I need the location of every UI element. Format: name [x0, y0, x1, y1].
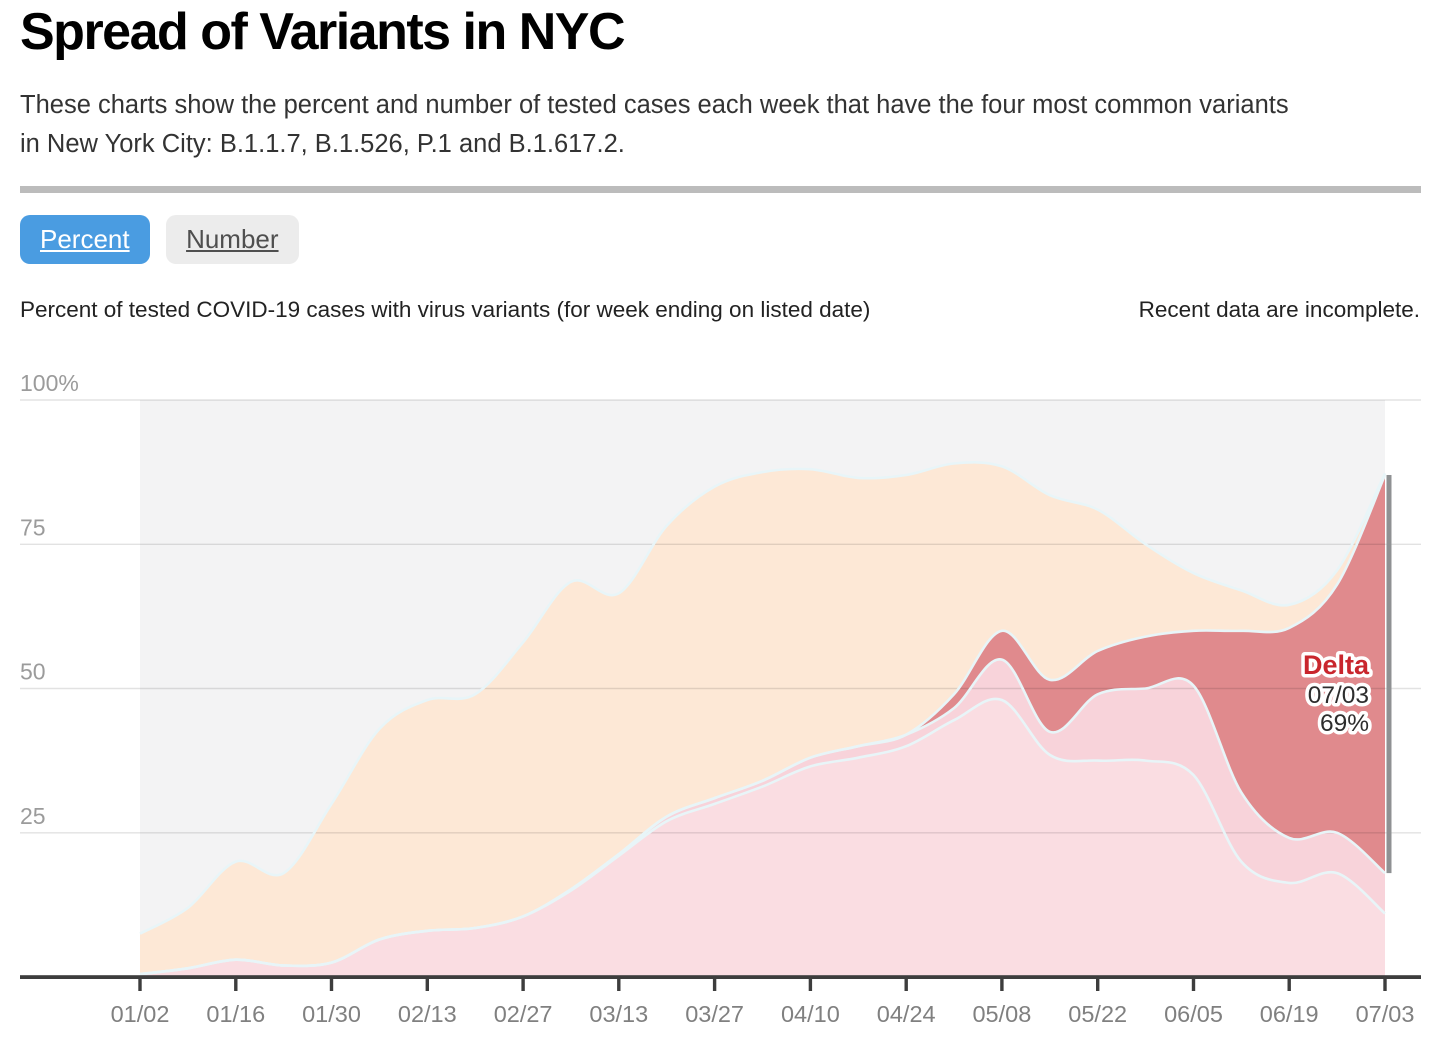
x-tick [904, 979, 908, 991]
x-tick-label: 06/19 [1260, 1001, 1319, 1027]
y-tick-label: 75 [20, 514, 46, 540]
x-tick-label: 05/08 [972, 1001, 1031, 1027]
chart-note: Recent data are incomplete. [1138, 297, 1420, 322]
x-tick [1191, 979, 1196, 991]
x-tick [1000, 979, 1004, 991]
x-tick-label: 03/27 [685, 1001, 744, 1027]
chart-heading: Percent of tested COVID-19 cases with vi… [20, 297, 871, 322]
x-tick [1383, 979, 1387, 991]
x-tick-label: 04/24 [877, 1001, 936, 1027]
page-description: These charts show the percent and number… [20, 91, 1289, 158]
x-axis: 01/02 01/16 01/30 02/13 02/27 03/13 03/27 04/10… [20, 975, 1421, 1027]
x-tick-label: 01/30 [302, 1001, 361, 1027]
x-tick [425, 979, 429, 991]
stroke-b.1.526 [139, 697, 1386, 976]
chart-heading-row: Percent of tested COVID-19 cases with vi… [20, 297, 1420, 323]
x-axis-line [20, 975, 1421, 979]
y-tick-label: 100% [20, 370, 79, 396]
x-tick-label: 07/03 [1356, 1001, 1415, 1027]
x-tick [521, 979, 525, 991]
x-tick-label: 04/10 [781, 1001, 840, 1027]
section-divider [20, 186, 1421, 193]
y-tick-label: 25 [20, 803, 46, 829]
x-tick [234, 979, 238, 991]
page-title: Spread of Variants in NYC [20, 3, 626, 61]
delta-annotation-date: 07/03 [1308, 682, 1369, 709]
x-tick [329, 979, 334, 991]
unit-toggle: Percent Number [20, 215, 311, 264]
number-toggle-button[interactable]: Number [166, 215, 299, 264]
area-b.1.526 [140, 698, 1385, 977]
stroke-b.1.1.7 [139, 461, 1387, 935]
percent-toggle-button[interactable]: Percent [20, 215, 150, 264]
y-axis-labels: 100% 75 50 25 [20, 370, 79, 829]
x-tick-label: 01/02 [111, 1001, 170, 1027]
delta-annotation-label: Delta [1303, 650, 1370, 680]
x-tick-label: 02/13 [398, 1001, 457, 1027]
delta-end-marker-bar [1386, 475, 1392, 874]
x-tick [138, 979, 142, 991]
x-tick-label: 03/13 [589, 1001, 648, 1027]
x-tick [617, 979, 621, 991]
x-tick-label: 02/27 [494, 1001, 553, 1027]
x-tick [712, 979, 717, 991]
stacked-areas [140, 462, 1385, 977]
x-tick [1287, 979, 1291, 991]
x-tick-label: 06/05 [1164, 1001, 1223, 1027]
x-tick [808, 979, 813, 991]
x-tick-label: 05/22 [1068, 1001, 1127, 1027]
gridlines [20, 399, 1421, 834]
y-tick-label: 50 [20, 659, 46, 685]
area-top-strokes [139, 461, 1387, 976]
delta-annotation-value: 69% [1320, 710, 1369, 737]
x-tick-label: 01/16 [206, 1001, 265, 1027]
x-tick [1096, 979, 1100, 991]
